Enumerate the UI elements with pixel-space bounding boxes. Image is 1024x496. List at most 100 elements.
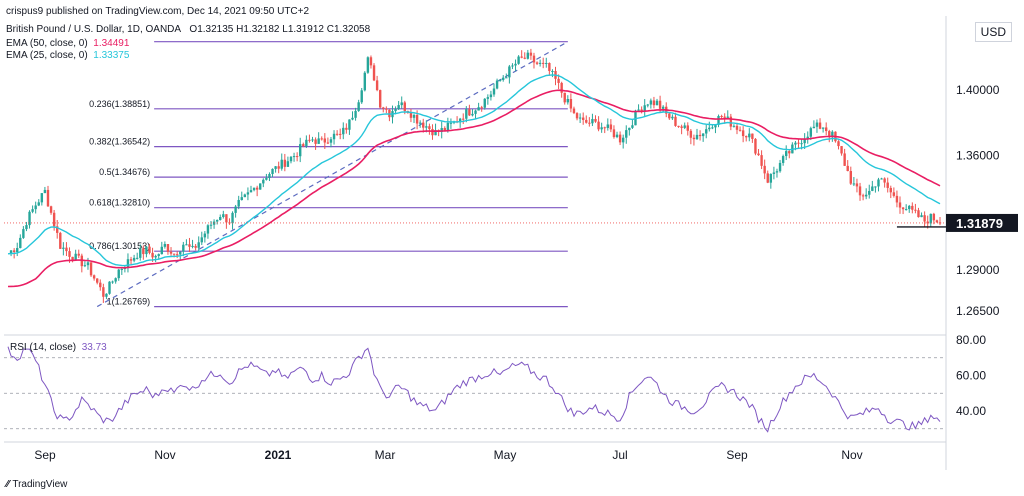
- tradingview-logo[interactable]: ⁄⁄ TradingView: [6, 479, 67, 490]
- candle-body: [338, 133, 342, 135]
- rsi-legend[interactable]: RSI (14, close) 33.73: [10, 342, 107, 353]
- candle-body: [711, 127, 714, 129]
- candle-body: [283, 159, 287, 167]
- candle-body: [695, 134, 699, 140]
- candle-body: [705, 129, 708, 134]
- candle-body: [360, 90, 363, 103]
- candle-body: [677, 125, 680, 127]
- price-tick-label: 1.40000: [956, 83, 1000, 97]
- candle-body: [628, 127, 631, 131]
- candle-body: [108, 281, 111, 294]
- candle-body: [560, 82, 563, 93]
- rsi-tick-label: 40.00: [956, 404, 986, 418]
- candle-body: [480, 107, 483, 109]
- currency-badge[interactable]: USD: [974, 22, 1012, 42]
- candle-body: [824, 127, 828, 132]
- candle-body: [729, 116, 733, 127]
- candle-body: [588, 122, 591, 124]
- candle-body: [28, 211, 31, 226]
- candle-body: [532, 55, 536, 63]
- ohlc-values: O1.32135 H1.32182 L1.31912 C1.32058: [189, 24, 371, 35]
- candle-body: [277, 166, 280, 169]
- time-tick-label: Sep: [34, 448, 56, 462]
- candle-body: [378, 90, 382, 108]
- candle-body: [240, 197, 243, 200]
- candle-body: [895, 195, 899, 203]
- candle-body: [815, 122, 819, 127]
- candle-body: [412, 114, 416, 118]
- ema25-legend[interactable]: EMA (25, close, 0) 1.33375: [6, 50, 130, 61]
- candle-body: [126, 259, 130, 269]
- candle-body: [62, 247, 65, 249]
- ema50-legend[interactable]: EMA (50, close, 0) 1.34491: [6, 38, 130, 49]
- fib-level-label: 0.786(1.30153): [89, 241, 150, 251]
- candle-body: [295, 156, 299, 158]
- candle-body: [440, 128, 443, 132]
- candle-body: [25, 225, 28, 230]
- candle-body: [585, 119, 588, 123]
- tv-logo-icon: ⁄⁄: [6, 479, 10, 490]
- candle-body: [200, 237, 203, 243]
- symbol-line: British Pound / U.S. Dollar, 1D, OANDA O…: [6, 24, 370, 35]
- fib-trend-line: [96, 41, 569, 308]
- candle-body: [852, 183, 856, 185]
- candle-body: [237, 199, 240, 207]
- candle-body: [22, 229, 25, 238]
- candle-body: [794, 142, 797, 145]
- candle-body: [68, 251, 71, 257]
- candle-body: [606, 124, 610, 128]
- candle-body: [929, 213, 932, 224]
- candle-body: [732, 125, 736, 127]
- candle-body: [508, 66, 511, 78]
- price-tick-label: 1.29000: [956, 263, 1000, 277]
- candle-body: [135, 257, 139, 259]
- candle-body: [864, 194, 868, 197]
- candle-body: [557, 78, 560, 83]
- candle-body: [308, 139, 311, 141]
- candle-body: [89, 262, 93, 276]
- candle-body: [904, 209, 908, 211]
- candle-body: [231, 212, 234, 224]
- candle-body: [621, 137, 625, 143]
- candle-body: [185, 244, 188, 246]
- rsi-legend-value: 33.73: [81, 342, 107, 353]
- candle-body: [495, 80, 499, 89]
- time-tick-label: Mar: [375, 448, 396, 462]
- candle-body: [674, 116, 677, 126]
- candle-body: [754, 138, 757, 154]
- ema50-line: [7, 89, 941, 288]
- candle-body: [858, 186, 862, 196]
- fib-level-label: 0.5(1.34676): [99, 167, 150, 177]
- candle-body: [680, 126, 683, 128]
- candle-body: [151, 252, 154, 258]
- candle-body: [720, 116, 723, 118]
- candle-body: [332, 133, 336, 140]
- candle-body: [871, 186, 874, 191]
- candle-body: [868, 190, 871, 195]
- candle-body: [299, 144, 302, 157]
- candle-body: [708, 127, 711, 130]
- rsi-tick-label: 60.00: [956, 369, 986, 383]
- candle-body: [179, 251, 182, 255]
- time-tick-label: Sep: [726, 448, 748, 462]
- candle-body: [400, 102, 403, 106]
- candle-body: [462, 118, 465, 120]
- candle-body: [203, 233, 207, 238]
- fib-level-label: 0.618(1.32810): [89, 198, 150, 208]
- candle-body: [323, 138, 327, 143]
- candle-body: [56, 226, 59, 233]
- candle-body: [874, 186, 877, 188]
- last-price-badge: [946, 213, 1018, 232]
- candle-body: [563, 92, 566, 103]
- candle-body: [102, 287, 105, 297]
- candle-body: [655, 100, 659, 106]
- candle-body: [86, 262, 90, 266]
- candle-body: [837, 141, 840, 147]
- candle-body: [403, 102, 406, 112]
- candle-body: [175, 254, 179, 256]
- candle-body: [342, 127, 345, 135]
- candle-body: [468, 109, 471, 116]
- candle-body: [855, 183, 859, 187]
- candle-body: [538, 62, 542, 64]
- candle-body: [723, 116, 726, 118]
